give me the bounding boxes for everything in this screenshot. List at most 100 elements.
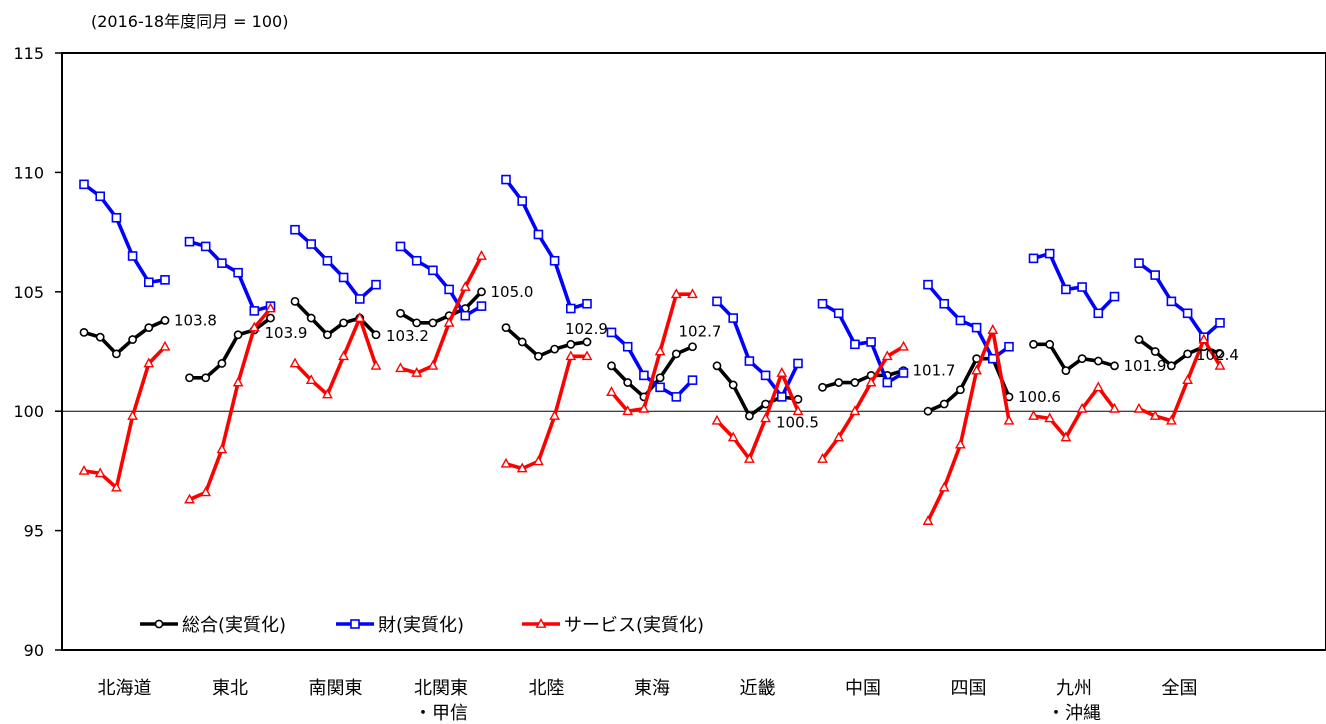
data-point xyxy=(760,370,771,381)
data-label: 105.0 xyxy=(491,283,534,301)
data-point xyxy=(501,323,511,333)
data-point xyxy=(776,392,787,402)
data-point xyxy=(501,174,511,185)
data-point xyxy=(606,386,617,396)
data-point xyxy=(160,316,170,325)
data-point xyxy=(395,362,406,373)
data-point xyxy=(1134,258,1144,268)
data-point xyxy=(923,406,933,416)
x-tick-label: 四国 xyxy=(951,678,987,699)
data-label: 100.5 xyxy=(776,413,819,431)
x-tick-label: 南関東 xyxy=(309,678,363,699)
data-label: 100.6 xyxy=(1018,388,1061,406)
plot-area xyxy=(61,52,1326,651)
legend-marker xyxy=(350,619,360,629)
series-line xyxy=(505,354,587,471)
data-point xyxy=(744,452,755,463)
data-point xyxy=(411,255,422,266)
data-point xyxy=(956,385,965,395)
data-point xyxy=(607,361,616,371)
series-2 xyxy=(78,250,1226,525)
data-point xyxy=(955,315,966,326)
data-point xyxy=(817,298,828,309)
data-point xyxy=(95,191,105,202)
series-line xyxy=(1138,337,1222,423)
data-point xyxy=(671,349,681,359)
data-point xyxy=(79,327,89,337)
data-point xyxy=(622,341,633,352)
data-point xyxy=(500,457,512,468)
legend-label: 財(実質化) xyxy=(378,615,464,636)
data-point xyxy=(516,462,528,473)
data-point xyxy=(1167,361,1176,371)
plot-frame xyxy=(61,52,1326,651)
y-tick-label: 100 xyxy=(13,402,44,421)
series-line xyxy=(188,239,272,313)
x-tick-label: 近畿 xyxy=(740,678,776,699)
data-point xyxy=(249,306,260,316)
data-label: 101.9 xyxy=(1124,357,1167,375)
data-point xyxy=(143,357,155,368)
data-point xyxy=(395,241,406,252)
data-point xyxy=(217,258,227,268)
data-point xyxy=(623,378,633,387)
data-point xyxy=(232,376,244,387)
data-point xyxy=(971,364,982,375)
data-label: 103.8 xyxy=(174,311,217,329)
data-point xyxy=(776,367,788,377)
data-point xyxy=(339,318,348,328)
data-point xyxy=(1060,431,1072,442)
data-point xyxy=(1029,339,1038,349)
data-point xyxy=(817,452,828,463)
data-point xyxy=(670,288,682,299)
data-point xyxy=(160,275,170,285)
data-point xyxy=(290,224,300,235)
data-point xyxy=(217,359,227,368)
data-point xyxy=(396,308,405,318)
legend-label: サービス(実質化) xyxy=(564,615,704,636)
data-point xyxy=(427,359,439,370)
data-point xyxy=(898,340,909,351)
chart-subtitle: (2016-18年度同月 = 100) xyxy=(91,12,288,31)
data-point xyxy=(939,399,949,409)
x-tick-label: 中国 xyxy=(845,678,881,699)
data-point xyxy=(1028,410,1039,420)
data-point xyxy=(622,405,634,416)
data-point xyxy=(412,318,422,328)
data-point xyxy=(79,179,89,190)
data-point xyxy=(1093,356,1103,366)
data-label: 101.7 xyxy=(913,362,956,380)
x-tick-label: 東北 xyxy=(212,678,248,699)
data-point xyxy=(371,279,381,290)
data-label: 102.7 xyxy=(679,323,722,341)
data-point xyxy=(745,411,754,421)
y-tick-label: 115 xyxy=(13,44,44,63)
data-point xyxy=(955,438,966,449)
data-point xyxy=(1182,374,1193,385)
data-point xyxy=(322,255,333,266)
data-point xyxy=(371,330,381,340)
data-point xyxy=(428,318,438,328)
y-axis: 90 95 100 105 110 115 xyxy=(13,44,62,660)
data-point xyxy=(1004,341,1014,352)
x-tick-label: 東海 xyxy=(634,678,670,699)
x-tick-label: 全国 xyxy=(1162,678,1198,699)
x-tick-sublabel: ・甲信 xyxy=(414,703,468,724)
data-point xyxy=(428,265,438,276)
data-point xyxy=(549,255,560,266)
data-point xyxy=(793,358,803,369)
data-point xyxy=(78,464,90,475)
x-tick-label: 北海道 xyxy=(98,678,152,699)
data-point xyxy=(882,377,893,388)
data-point xyxy=(322,330,332,340)
data-point xyxy=(1061,284,1071,295)
data-point xyxy=(354,312,366,322)
series-line xyxy=(1032,251,1116,316)
data-point xyxy=(338,272,349,283)
y-tick-label: 95 xyxy=(24,522,44,541)
data-point xyxy=(939,298,950,309)
data-point xyxy=(923,279,933,290)
data-point xyxy=(833,431,845,442)
data-point xyxy=(833,308,844,319)
